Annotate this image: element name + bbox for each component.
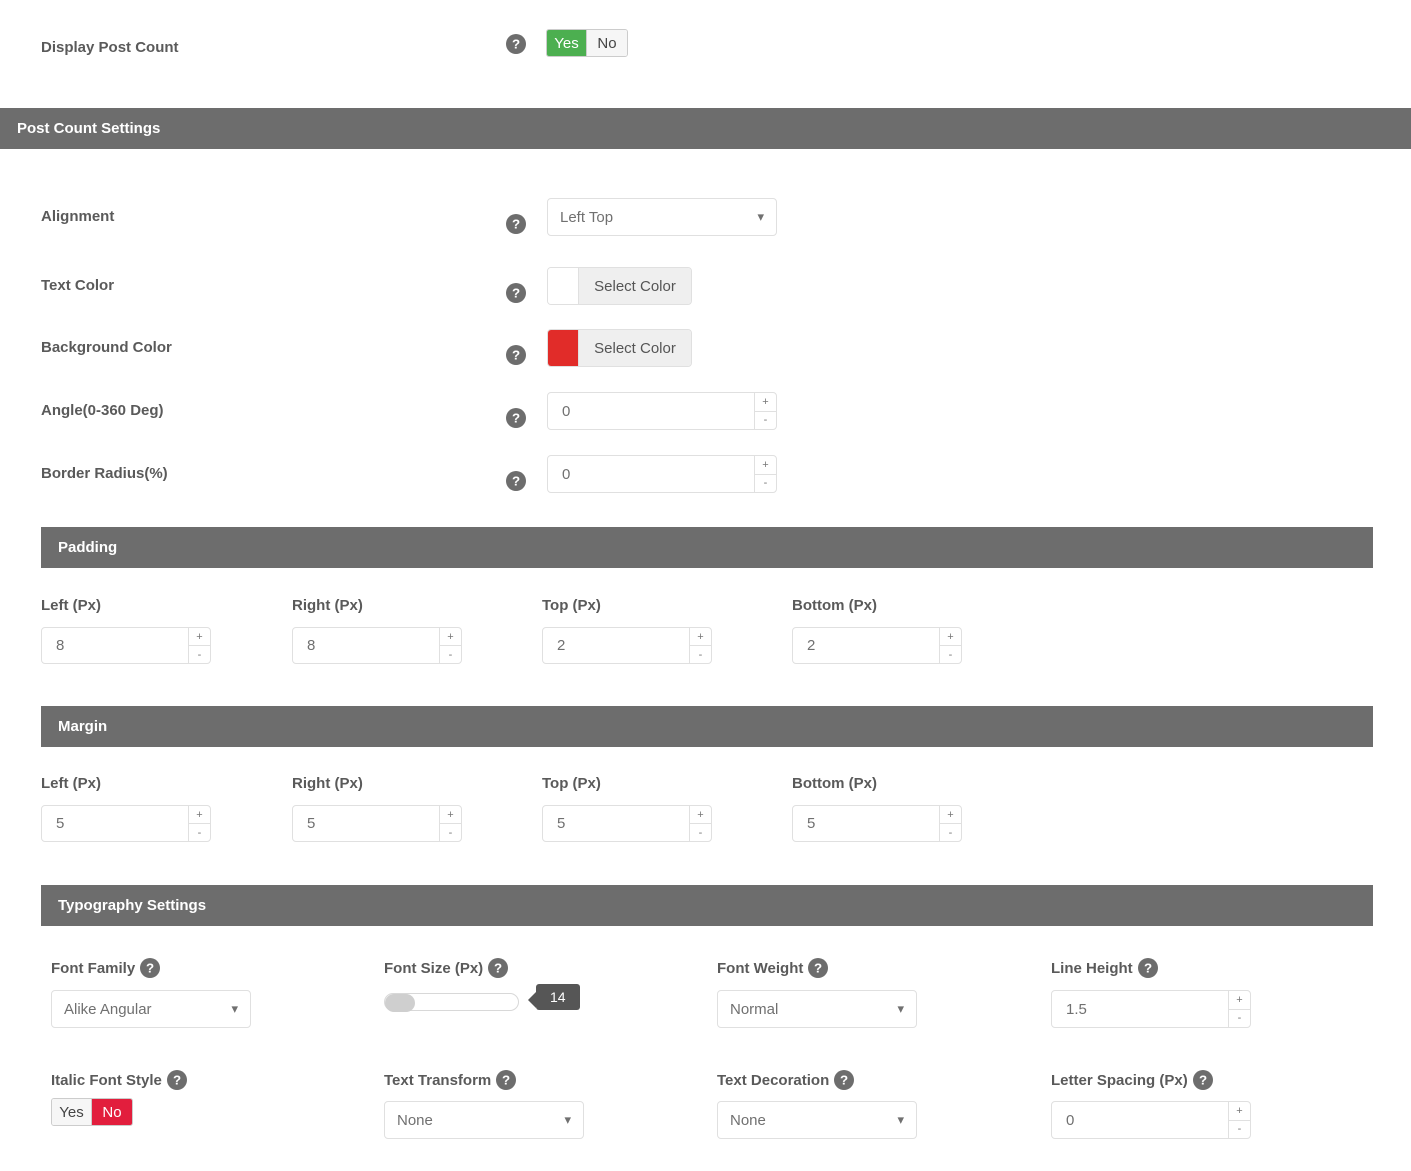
svg-text:?: ? (840, 1073, 848, 1088)
svg-text:?: ? (512, 37, 520, 52)
svg-text:?: ? (814, 961, 822, 976)
svg-text:?: ? (512, 286, 520, 301)
svg-text:?: ? (1199, 1073, 1207, 1088)
svg-text:?: ? (502, 1073, 510, 1088)
svg-text:?: ? (173, 1073, 181, 1088)
svg-text:?: ? (512, 348, 520, 363)
svg-text:?: ? (512, 411, 520, 426)
svg-text:?: ? (512, 474, 520, 489)
svg-text:?: ? (512, 217, 520, 232)
svg-text:?: ? (1144, 961, 1152, 976)
svg-text:?: ? (146, 961, 154, 976)
svg-text:?: ? (494, 961, 502, 976)
